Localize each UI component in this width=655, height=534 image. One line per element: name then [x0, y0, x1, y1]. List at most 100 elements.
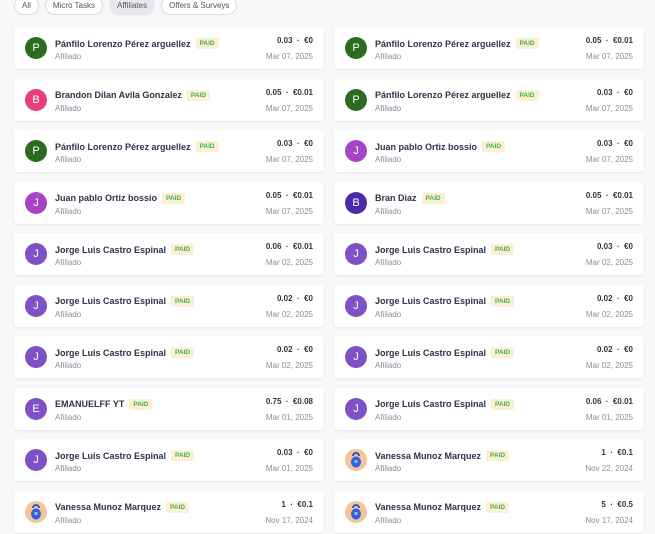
- amount: 0.05 · €0.01: [265, 190, 313, 200]
- status-badge: PAID: [515, 89, 539, 101]
- affiliate-card[interactable]: J Jorge Luis Castro Espinal PAID Afiliado …: [14, 336, 324, 378]
- points: 0.75: [265, 396, 282, 406]
- filter-tab-all[interactable]: All: [14, 0, 39, 15]
- status-badge: PAID: [486, 450, 510, 461]
- affiliate-name: Pánfilo Lorenzo Pérez arguellez: [375, 90, 511, 100]
- amount: 0.05 · €0.01: [585, 190, 633, 200]
- date: Mar 07, 2025: [585, 155, 633, 164]
- role-label: Afiliado: [375, 258, 402, 267]
- date: Mar 07, 2025: [265, 52, 313, 61]
- avatar: E: [25, 397, 47, 420]
- affiliate-name-row: Jorge Luis Castro Espinal PAID: [375, 244, 515, 255]
- avatar: P: [25, 140, 47, 162]
- points: 0.02: [596, 345, 613, 354]
- avatar: P: [345, 37, 367, 59]
- euro-amount: €0.01: [612, 396, 633, 406]
- role-label: Afiliado: [375, 103, 402, 113]
- avatar: J: [345, 346, 367, 368]
- affiliate-card[interactable]: J Jorge Luis Castro Espinal PAID Afiliado …: [14, 284, 324, 327]
- euro-amount: €0: [624, 293, 633, 303]
- amount: 5 · €0.5: [601, 499, 633, 509]
- date: Mar 07, 2025: [585, 206, 633, 216]
- affiliate-name: Pánfilo Lorenzo Pérez arguellez: [55, 38, 191, 49]
- euro-amount: €0.01: [612, 190, 633, 200]
- euro-amount: €0.1: [617, 448, 633, 457]
- euro-amount: €0: [304, 345, 313, 354]
- amount: 0.02 · €0: [276, 293, 313, 303]
- status-badge: PAID: [162, 192, 186, 204]
- role-label: Afiliado: [375, 155, 402, 164]
- affiliate-card[interactable]: B Bran Diaz PAID Afiliado 0.05 · €0.01 Mar…: [334, 181, 644, 224]
- affiliate-name-row: Brandon Dilan Avila Gonzalez PAID: [55, 89, 210, 101]
- affiliate-card[interactable]: P Pánfilo Lorenzo Pérez arguellez PAID Afi…: [334, 78, 644, 121]
- affiliate-card[interactable]: J Jorge Luis Castro Espinal PAID Afiliado …: [334, 387, 644, 430]
- avatar: P: [345, 88, 367, 111]
- affiliate-card[interactable]: Vanessa Munoz Marquez PAID Afiliado 5 · €…: [334, 490, 644, 533]
- role-label: Afiliado: [55, 464, 82, 473]
- affiliate-name: Jorge Luis Castro Espinal: [375, 244, 487, 255]
- euro-amount: €0: [624, 87, 633, 97]
- filter-tab-micro-tasks[interactable]: Micro Tasks: [44, 0, 103, 15]
- affiliate-name-row: Jorge Luis Castro Espinal PAID: [55, 450, 195, 461]
- avatar: J: [25, 243, 47, 265]
- affiliate-card[interactable]: J Juan pablo Ortiz bossio PAID Afiliado 0.…: [334, 130, 644, 172]
- euro-amount: €0.01: [292, 190, 313, 200]
- affiliate-card[interactable]: J Jorge Luis Castro Espinal PAID Afiliado …: [14, 439, 324, 481]
- role-label: Afiliado: [375, 52, 402, 61]
- date: Mar 01, 2025: [585, 412, 633, 422]
- date: Mar 02, 2025: [585, 309, 633, 319]
- affiliate-card[interactable]: E EMANUELFF YT PAID Afiliado 0.75 · €0.08 …: [14, 387, 324, 430]
- affiliate-card[interactable]: J Jorge Luis Castro Espinal PAID Afiliado …: [334, 233, 644, 275]
- amount: 0.05 · €0.01: [585, 36, 633, 45]
- avatar: J: [345, 294, 367, 317]
- amount: 0.05 · €0.01: [265, 87, 313, 97]
- avatar: J: [25, 191, 47, 214]
- affiliate-card[interactable]: J Jorge Luis Castro Espinal PAID Afiliado …: [14, 233, 324, 275]
- status-badge: PAID: [486, 501, 510, 513]
- affiliate-name: Jorge Luis Castro Espinal: [55, 450, 167, 461]
- status-badge: PAID: [515, 38, 539, 49]
- affiliate-name: Vanessa Munoz Marquez: [375, 502, 482, 512]
- status-badge: PAID: [171, 450, 195, 461]
- affiliate-card[interactable]: Vanessa Munoz Marquez PAID Afiliado 1 · €…: [334, 439, 644, 481]
- avatar: B: [345, 191, 367, 214]
- affiliate-card[interactable]: J Jorge Luis Castro Espinal PAID Afiliado …: [334, 284, 644, 327]
- affiliate-name-row: Jorge Luis Castro Espinal PAID: [55, 244, 195, 255]
- avatar: J: [345, 397, 367, 420]
- amount: 1 · €0.1: [601, 448, 633, 457]
- affiliate-card[interactable]: J Juan pablo Ortiz bossio PAID Afiliado 0.…: [14, 181, 324, 224]
- amount: 0.03 · €0: [596, 87, 633, 97]
- points: 0.03: [596, 242, 613, 251]
- affiliate-card[interactable]: Vanessa Munoz Marquez PAID Afiliado 1 · €…: [14, 490, 324, 533]
- avatar: P: [25, 37, 47, 59]
- points: 0.06: [585, 396, 602, 406]
- affiliate-card[interactable]: J Jorge Luis Castro Espinal PAID Afiliado …: [334, 336, 644, 378]
- filter-tab-affiliates[interactable]: Affiliates: [108, 0, 156, 15]
- role-label: Afiliado: [375, 309, 402, 319]
- amount: 0.02 · €0: [596, 293, 633, 303]
- points: 1: [601, 448, 606, 457]
- status-badge: PAID: [421, 192, 445, 204]
- points: 0.02: [276, 293, 293, 303]
- avatar: B: [25, 88, 47, 111]
- points: 0.05: [265, 87, 282, 97]
- affiliate-name: Jorge Luis Castro Espinal: [55, 296, 167, 306]
- euro-amount: €0.5: [617, 499, 633, 509]
- affiliate-card[interactable]: P Pánfilo Lorenzo Pérez arguellez PAID Afi…: [14, 27, 324, 69]
- date: Nov 17, 2024: [265, 515, 313, 525]
- role-label: Afiliado: [55, 52, 82, 61]
- affiliate-card[interactable]: B Brandon Dilan Avila Gonzalez PAID Afilia…: [14, 78, 324, 121]
- date: Mar 07, 2025: [585, 103, 633, 113]
- avatar-kettlebell-icon: [345, 449, 367, 471]
- filter-tab-offers-surveys[interactable]: Offers & Surveys: [161, 0, 238, 15]
- date: Mar 07, 2025: [585, 52, 633, 61]
- euro-amount: €0: [624, 345, 633, 354]
- euro-amount: €0.01: [292, 242, 313, 251]
- affiliate-card[interactable]: P Pánfilo Lorenzo Pérez arguellez PAID Afi…: [334, 27, 644, 69]
- euro-amount: €0: [304, 448, 313, 457]
- affiliate-list: P Pánfilo Lorenzo Pérez arguellez PAID Afi…: [14, 27, 644, 533]
- date: Mar 07, 2025: [265, 103, 313, 113]
- amount: 0.03 · €0: [596, 139, 633, 148]
- affiliate-card[interactable]: P Pánfilo Lorenzo Pérez arguellez PAID Afi…: [14, 130, 324, 172]
- amount: 1 · €0.1: [281, 499, 313, 509]
